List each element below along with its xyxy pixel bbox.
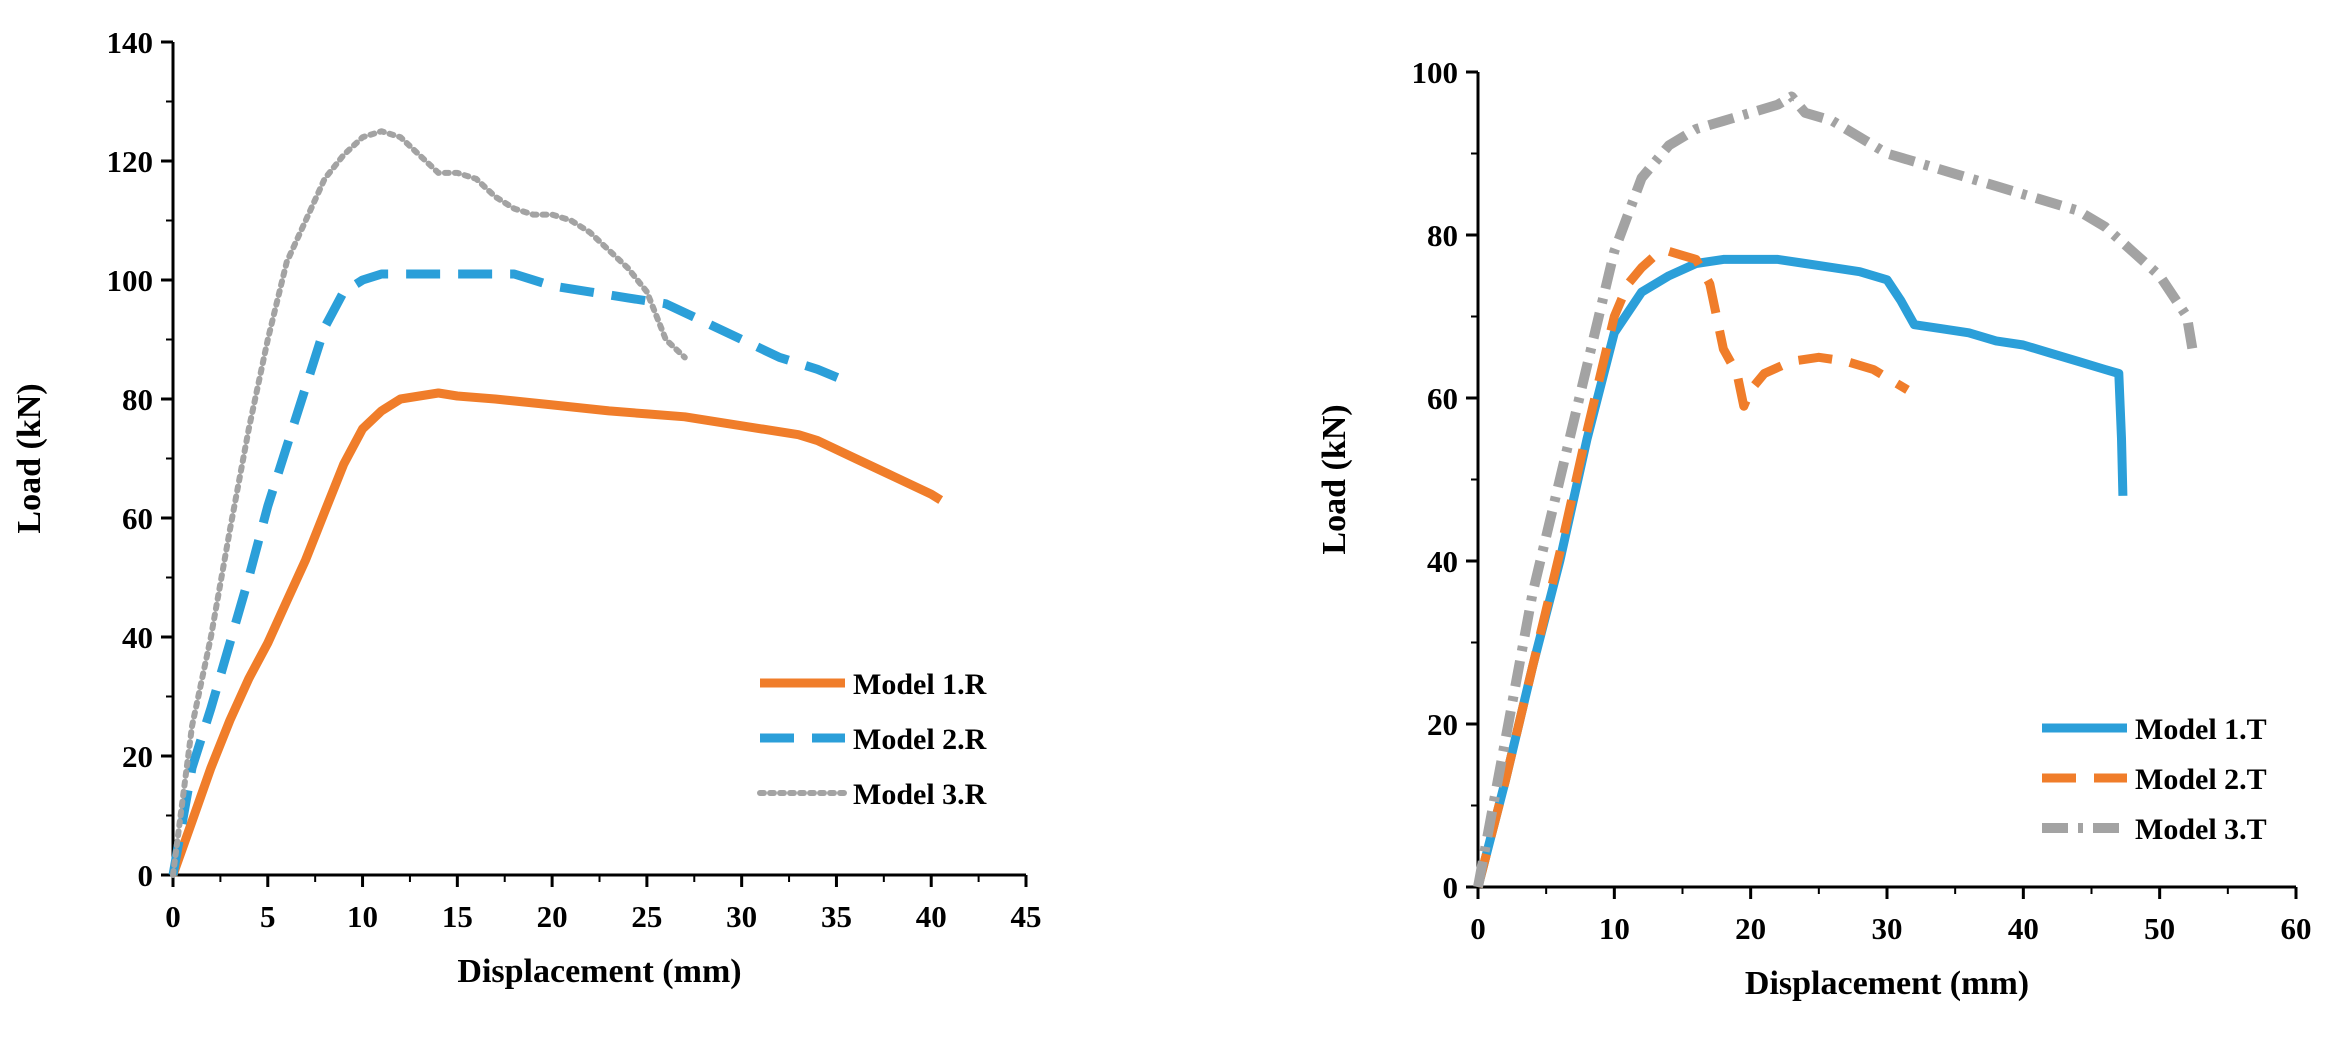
y-tick-label: 120	[107, 144, 154, 179]
x-tick-label: 30	[1872, 911, 1903, 946]
y-tick-label: 140	[107, 25, 154, 60]
legend-label: Model 3.T	[2135, 813, 2267, 846]
x-tick-label: 40	[916, 899, 947, 934]
legend-label: Model 1.T	[2135, 713, 2267, 746]
x-tick-label: 50	[2144, 911, 2175, 946]
x-tick-label: 0	[165, 899, 181, 934]
y-tick-label: 40	[122, 620, 153, 655]
series-line-model-1-t	[1473, 254, 2128, 889]
y-tick-label: 0	[1443, 870, 1459, 905]
x-tick-label: 30	[726, 899, 757, 934]
legend-label: Model 2.T	[2135, 763, 2267, 796]
series-line-model-3-r	[170, 128, 688, 878]
y-tick-label: 100	[107, 263, 154, 298]
x-axis-title: Displacement (mm)	[457, 953, 741, 990]
x-tick-label: 20	[537, 899, 568, 934]
x-tick-label: 35	[821, 899, 852, 934]
x-tick-label: 40	[2008, 911, 2039, 946]
y-tick-label: 40	[1427, 544, 1458, 579]
y-tick-label: 80	[122, 382, 153, 417]
y-tick-label: 0	[138, 858, 154, 893]
y-tick-label: 20	[1427, 707, 1458, 742]
series-line-model-3-t	[1473, 91, 2199, 888]
legend-label: Model 1.R	[853, 668, 987, 701]
chart-panel-2: 0 20 40 60 80 100 0 10 20 30 40 50 60 Displacement (m…	[1316, 55, 2312, 1002]
y-tick-label: 80	[1427, 218, 1458, 253]
series-line-model-2-t	[1473, 246, 1910, 889]
y-tick-label: 20	[122, 739, 153, 774]
x-tick-label: 5	[260, 899, 276, 934]
x-tick-label: 20	[1735, 911, 1766, 946]
x-axis-title: Displacement (mm)	[1745, 965, 2029, 1002]
y-tick-label: 60	[122, 501, 153, 536]
series-line-model-1-r	[168, 388, 944, 877]
x-tick-label: 25	[631, 899, 662, 934]
x-tick-label: 15	[442, 899, 473, 934]
x-tick-label: 45	[1011, 899, 1042, 934]
x-tick-label: 10	[1599, 911, 1630, 946]
legend-label: Model 3.R	[853, 778, 987, 811]
y-tick-label: 100	[1412, 55, 1459, 90]
y-tick-label: 60	[1427, 381, 1458, 416]
x-tick-label: 60	[2281, 911, 2312, 946]
y-axis-title: Load (kN)	[1316, 404, 1353, 554]
chart-panel-1: 0 20 40 60 80 100 120 140 0 5 10 15 20 25 30 35 40 45 Disp…	[11, 25, 1042, 990]
series-line-model-2-r	[168, 269, 848, 876]
legend-label: Model 2.R	[853, 723, 987, 756]
x-tick-label: 10	[347, 899, 378, 934]
y-axis-title: Load (kN)	[11, 383, 48, 533]
x-tick-label: 0	[1470, 911, 1486, 946]
